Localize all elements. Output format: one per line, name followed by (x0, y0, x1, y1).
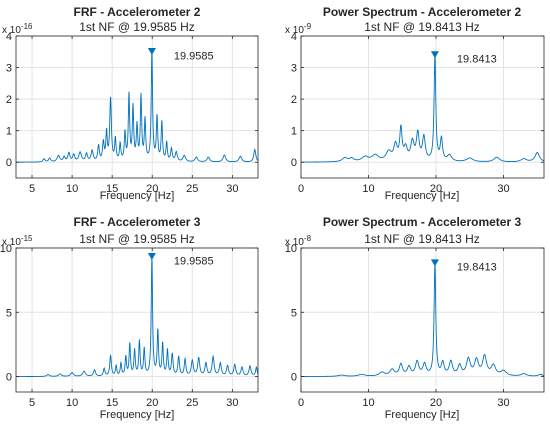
axes-box (15, 247, 259, 393)
peak-marker (430, 51, 439, 59)
subplot-power-spectrum-accelerometer-3: Power Spectrum - Accelerometer 3 1st NF … (285, 215, 545, 421)
x-tick-label: 20 (146, 183, 158, 195)
y-tick-label: 1 (6, 126, 12, 138)
x-tick-label: 20 (430, 397, 442, 409)
series-line (301, 262, 545, 377)
x-axis-label: Frequency [Hz] (100, 190, 175, 202)
y-axis-exponent: x 10-8 (285, 234, 312, 248)
x-tick-label: 25 (186, 183, 198, 195)
y-tick-label: 2 (291, 94, 297, 106)
axes-frame (15, 35, 259, 179)
x-tick-label: 30 (226, 183, 238, 195)
peak-label: 19.9585 (174, 255, 214, 267)
peak-marker-triangle (430, 259, 439, 267)
peak-marker (147, 48, 156, 55)
y-tick-label: 10 (285, 243, 297, 255)
tick-labels: 0 10 20 30 0 5 10 (285, 243, 510, 409)
y-tick-label: 0 (6, 372, 12, 384)
subplot-frf-accelerometer-2: FRF - Accelerometer 2 1st NF @ 19.9585 H… (2, 5, 259, 202)
x-axis-label: Frequency [Hz] (385, 190, 460, 202)
plot-title: FRF - Accelerometer 3 (74, 215, 201, 229)
spectrum-line (301, 262, 545, 377)
plot-subtitle: 1st NF @ 19.8413 Hz (364, 232, 480, 246)
series-line (16, 52, 259, 163)
plot-subtitle: 1st NF @ 19.8413 Hz (364, 20, 480, 34)
axes-box (300, 35, 545, 179)
x-tick-label: 0 (298, 397, 304, 409)
x-axis-label: Frequency [Hz] (100, 409, 175, 421)
x-tick-label: 25 (186, 397, 198, 409)
x-tick-label: 30 (226, 397, 238, 409)
y-tick-label: 2 (6, 94, 12, 106)
axes-box (15, 35, 259, 179)
peak-marker-triangle (430, 51, 439, 59)
series-line (16, 258, 259, 377)
x-tick-label: 10 (66, 397, 78, 409)
y-tick-label: 1 (291, 126, 297, 138)
y-tick-label: 5 (291, 307, 297, 319)
x-tick-label: 5 (29, 183, 35, 195)
y-axis-exponent: x 10-9 (285, 22, 312, 36)
peak-label: 19.8413 (457, 54, 497, 66)
peak-marker (430, 259, 439, 267)
x-tick-label: 5 (29, 397, 35, 409)
subplot-power-spectrum-accelerometer-2: Power Spectrum - Accelerometer 2 1st NF … (285, 5, 545, 202)
spectrum-line (16, 258, 259, 377)
tick-labels: 5 10 15 20 25 30 0 5 10 (0, 243, 238, 409)
x-tick-label: 30 (497, 397, 509, 409)
y-tick-label: 0 (291, 157, 297, 169)
x-tick-label: 20 (146, 397, 158, 409)
x-tick-label: 15 (106, 397, 118, 409)
plot-title: Power Spectrum - Accelerometer 3 (323, 215, 522, 229)
axes-frame (300, 35, 545, 179)
peak-label: 19.8413 (457, 262, 497, 274)
peak-marker-triangle (147, 252, 156, 260)
x-axis-label: Frequency [Hz] (385, 409, 460, 421)
spectrum-line (16, 52, 259, 163)
plot-title: FRF - Accelerometer 2 (74, 5, 201, 19)
x-tick-label: 20 (430, 183, 442, 195)
x-tick-label: 10 (66, 183, 78, 195)
y-axis-exponent: x 10-15 (2, 234, 33, 248)
y-tick-label: 5 (6, 307, 12, 319)
plot-subtitle: 1st NF @ 19.9585 Hz (79, 232, 195, 246)
series-line (301, 54, 545, 163)
tick-labels: 5 10 15 20 25 30 0 1 2 3 4 (6, 31, 239, 195)
y-tick-label: 4 (291, 31, 297, 43)
peak-label: 19.9585 (174, 50, 214, 62)
x-tick-label: 15 (106, 183, 118, 195)
x-tick-label: 10 (362, 183, 374, 195)
plot-subtitle: 1st NF @ 19.9585 Hz (79, 20, 195, 34)
spectrum-line (301, 54, 545, 163)
axes-box (300, 247, 545, 393)
subplot-frf-accelerometer-3: FRF - Accelerometer 3 1st NF @ 19.9585 H… (0, 215, 259, 421)
tick-labels: 0 10 20 30 0 1 2 3 4 (291, 31, 510, 195)
x-tick-label: 10 (362, 397, 374, 409)
y-tick-label: 3 (291, 63, 297, 75)
y-tick-label: 0 (291, 372, 297, 384)
y-tick-label: 3 (6, 63, 12, 75)
y-tick-label: 10 (0, 243, 12, 255)
y-tick-label: 4 (6, 31, 12, 43)
axes-frame (15, 247, 259, 393)
plot-title: Power Spectrum - Accelerometer 2 (323, 5, 522, 19)
axes-frame (300, 247, 545, 393)
y-tick-label: 0 (6, 157, 12, 169)
peak-marker (147, 252, 156, 260)
y-axis-exponent: x 10-16 (2, 22, 33, 36)
x-tick-label: 0 (298, 183, 304, 195)
peak-marker-triangle (147, 48, 156, 55)
x-tick-label: 30 (497, 183, 509, 195)
